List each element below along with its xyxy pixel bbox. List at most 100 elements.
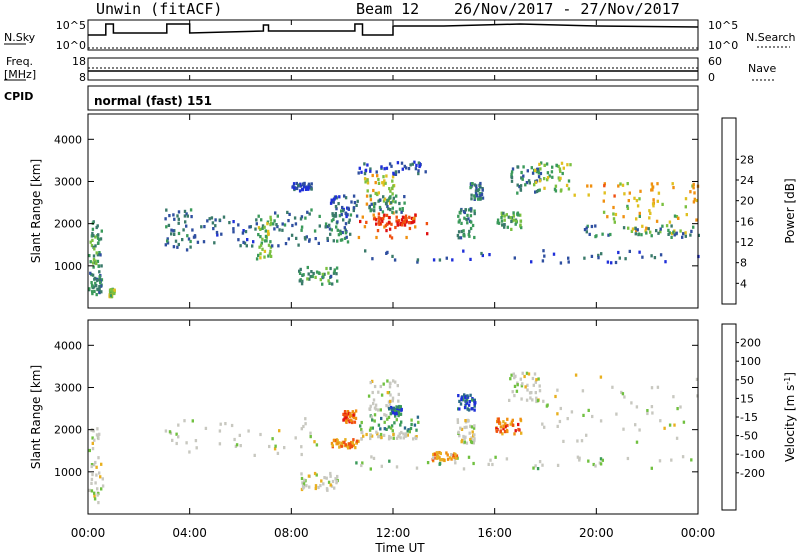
data-cell <box>414 225 417 229</box>
nsearch-tick-bottom: 10^0 <box>708 39 738 52</box>
data-cell <box>520 170 523 175</box>
data-cell <box>468 431 471 435</box>
data-cell <box>409 163 412 167</box>
data-cell <box>172 245 176 249</box>
data-cell <box>94 481 97 485</box>
colorbar-tick-label: 100 <box>740 355 761 368</box>
data-cell <box>101 484 105 488</box>
data-cell <box>410 422 413 427</box>
data-cell <box>526 169 529 173</box>
data-cell <box>211 221 215 225</box>
data-cell <box>467 455 471 459</box>
nsky-label: N.Sky <box>4 31 36 44</box>
data-cell <box>650 254 653 258</box>
y-tick-label: 4000 <box>54 133 82 146</box>
data-cell <box>655 219 659 223</box>
data-cell <box>99 237 103 241</box>
data-cell <box>376 174 379 178</box>
nave-label: Nave <box>748 62 776 75</box>
data-cell <box>248 225 251 229</box>
data-cell <box>473 424 476 428</box>
data-cell <box>692 182 695 186</box>
data-cell <box>497 419 500 424</box>
data-cell <box>300 228 303 232</box>
data-cell <box>404 432 408 436</box>
data-cell <box>268 252 272 256</box>
data-cell <box>410 221 413 225</box>
data-cell <box>559 169 562 173</box>
data-cell <box>543 425 546 429</box>
data-cell <box>538 179 542 183</box>
data-cell <box>334 195 338 199</box>
data-cell <box>339 229 342 233</box>
data-cell <box>659 227 662 231</box>
data-cell <box>325 266 328 271</box>
data-cell <box>100 290 103 294</box>
data-cell <box>628 191 631 195</box>
data-cell <box>235 443 239 447</box>
data-cell <box>623 395 626 399</box>
data-cell <box>519 417 522 421</box>
data-cell <box>500 211 503 215</box>
data-cell <box>650 466 653 470</box>
data-cell <box>338 441 341 445</box>
data-cell <box>94 244 97 248</box>
data-cell <box>269 254 273 258</box>
data-cell <box>366 189 369 193</box>
data-cell <box>653 256 657 260</box>
colorbar-frame <box>721 117 737 305</box>
data-cell <box>469 186 472 190</box>
data-cell <box>98 287 101 291</box>
colorbar-label-unit: [m s <box>783 385 797 411</box>
data-cell <box>415 435 418 439</box>
colorbar-tick-label: 8 <box>740 257 747 270</box>
data-cell <box>379 427 382 431</box>
data-cell <box>273 447 277 451</box>
data-cell <box>222 215 226 219</box>
data-cell <box>509 422 512 426</box>
freq-tick-bottom: 8 <box>79 71 86 84</box>
data-cell <box>339 444 343 448</box>
data-cell <box>202 240 206 244</box>
data-cell <box>301 481 304 485</box>
data-cell <box>566 417 569 421</box>
data-cell <box>339 232 342 236</box>
nsearch-tick-top: 10^5 <box>708 19 738 32</box>
data-cell <box>497 221 501 225</box>
data-cell <box>389 426 393 430</box>
data-cell <box>344 222 348 226</box>
data-cell <box>177 217 180 221</box>
data-cell <box>370 455 373 459</box>
data-cell <box>317 271 321 275</box>
data-cell <box>519 213 522 217</box>
data-cell <box>464 419 467 423</box>
data-cell <box>91 238 94 242</box>
data-cell <box>503 430 507 434</box>
data-cell <box>656 182 659 186</box>
data-cell <box>295 181 298 186</box>
data-cell <box>556 424 559 428</box>
data-cell <box>89 271 92 275</box>
data-cell <box>438 456 441 460</box>
data-cell <box>389 381 392 385</box>
data-cell <box>650 234 653 238</box>
data-cell <box>375 170 378 174</box>
data-cell <box>91 273 95 277</box>
data-cell <box>464 399 467 403</box>
data-cell <box>576 455 580 459</box>
data-cell <box>652 204 655 208</box>
data-cell <box>306 265 309 270</box>
data-cell <box>380 435 383 440</box>
data-cell <box>327 279 330 283</box>
data-cell <box>690 229 693 233</box>
data-cell <box>510 373 513 377</box>
data-cell <box>377 435 380 439</box>
data-cell <box>457 394 460 398</box>
data-cell <box>670 458 673 462</box>
data-cell <box>519 219 522 223</box>
data-cell <box>310 208 313 212</box>
data-cell <box>517 427 520 432</box>
data-cell <box>567 179 571 183</box>
data-cell <box>292 184 295 188</box>
data-cell <box>232 230 235 234</box>
